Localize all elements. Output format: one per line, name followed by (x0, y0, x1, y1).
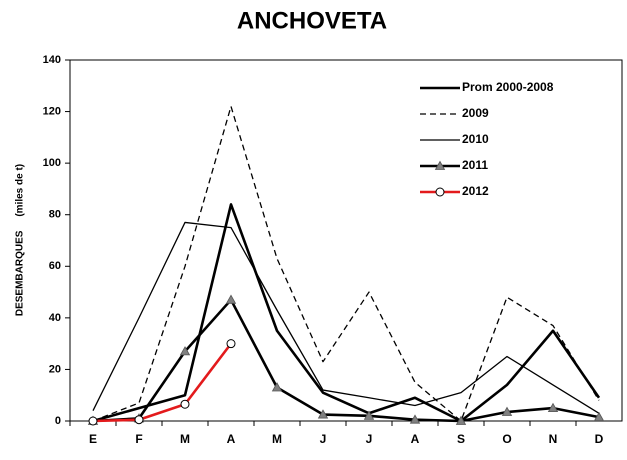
marker (225, 294, 237, 304)
marker (179, 346, 191, 356)
x-tick-label: E (89, 432, 97, 446)
marker (409, 414, 421, 424)
marker (455, 415, 467, 425)
x-tick-label: M (180, 432, 190, 446)
marker (180, 399, 190, 409)
x-tick-label: J (320, 432, 327, 446)
series-line (92, 221, 600, 414)
x-tick-label: A (411, 432, 420, 446)
chart-title: ANCHOVETA (237, 7, 387, 34)
series-line (92, 203, 601, 423)
x-tick-label: A (227, 432, 236, 446)
x-tick-label: N (549, 432, 558, 446)
y-tick-label: 80 (49, 209, 61, 221)
x-tick-label: J (366, 432, 373, 446)
marker (226, 339, 236, 349)
marker (435, 187, 445, 197)
x-tick-label: D (595, 432, 604, 446)
legend-label: 2011 (462, 158, 488, 172)
y-tick-label: 60 (49, 260, 61, 272)
marker (501, 406, 513, 416)
marker (593, 411, 605, 422)
plot-frame (69, 59, 623, 422)
x-tick-label: O (502, 432, 511, 446)
legend-label: Prom 2000-2008 (462, 80, 554, 94)
marker (434, 160, 446, 170)
x-tick-label: S (457, 432, 465, 446)
y-tick-label: 120 (43, 105, 61, 117)
y-tick-label: 0 (55, 415, 61, 427)
legend-label: 2010 (462, 132, 489, 146)
y-tick-label: 140 (43, 54, 61, 66)
marker (271, 382, 283, 392)
y-tick-label: 40 (49, 312, 61, 324)
y-tick-label: 20 (49, 363, 61, 375)
y-axis-label: DESEMBARQUES (miles de t) (15, 164, 26, 316)
marker (88, 416, 98, 426)
series-line (92, 342, 233, 423)
y-tick-label: 100 (43, 157, 61, 169)
x-tick-label: M (272, 432, 282, 446)
x-tick-label: F (135, 432, 142, 446)
marker (547, 402, 559, 413)
series-line (92, 298, 600, 423)
marker (317, 409, 329, 419)
legend-label: 2012 (462, 184, 489, 198)
legend-label: 2009 (462, 106, 489, 120)
marker (134, 415, 144, 425)
marker (363, 410, 375, 420)
series-line (92, 105, 600, 422)
